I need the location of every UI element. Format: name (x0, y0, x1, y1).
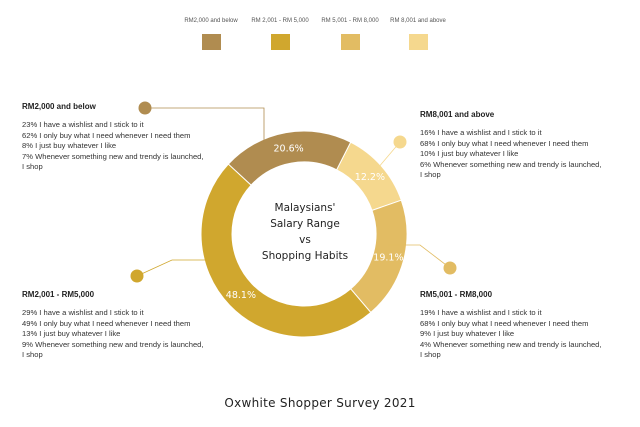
center-title-line: Salary Range (270, 218, 340, 230)
annotation-line: 13% I just buy whatever I like (22, 329, 121, 339)
legend: RM2,000 and below RM 2,001 - RM 5,000 RM… (0, 18, 640, 58)
leader-line-rm2000-below (145, 107, 265, 155)
footer-title: Oxwhite Shopper Survey 2021 (224, 396, 416, 410)
annotation-heading: RM5,001 - RM8,000 (420, 290, 493, 299)
annotation-line: I shop (420, 350, 441, 360)
legend-item-rm5001-8000: RM 5,001 - RM 8,000 (310, 18, 390, 50)
annotation-rm8001-above: RM8,001 and above 16% I have a wishlist … (420, 110, 602, 180)
value-label-rm5001-8000: 19.1% (373, 253, 403, 264)
leader-dot-rm2001-5000 (130, 269, 144, 283)
center-title-line: Malaysians' (274, 202, 336, 214)
legend-item-rm2001-5000: RM 2,001 - RM 5,000 (240, 18, 320, 50)
leader-line-rm8001-above (350, 141, 401, 176)
annotation-line: 7% Whenever something new and trendy is … (22, 151, 204, 161)
legend-label: RM 8,001 and above (390, 18, 446, 24)
annotation-line: 19% I have a wishlist and I stick to it (420, 308, 542, 318)
annotation-line: 49% I only buy what I need whenever I ne… (22, 318, 191, 328)
legend-label: RM 2,001 - RM 5,000 (251, 18, 309, 24)
leader-dot-rm2000-below (138, 101, 152, 115)
annotation-line: I shop (22, 350, 43, 360)
annotation-rm2000-below: RM2,000 and below 23% I have a wishlist … (22, 102, 204, 172)
annotation-line: 62% I only buy what I need whenever I ne… (22, 130, 191, 140)
leader-line-rm5001-8000 (388, 244, 451, 269)
annotation-rm2001-5000: RM2,001 - RM5,000 29% I have a wishlist … (22, 290, 204, 360)
legend-item-rm2000-below: RM2,000 and below (171, 18, 251, 50)
donut-slices (200, 130, 408, 338)
annotation-rm5001-8000: RM5,001 - RM8,000 19% I have a wishlist … (420, 290, 602, 360)
annotation-line: 68% I only buy what I need whenever I ne… (420, 138, 589, 148)
donut-slice-rm2001-5000 (200, 163, 372, 338)
leader-line-rm2001-5000 (136, 259, 206, 277)
annotation-line: 16% I have a wishlist and I stick to it (420, 128, 542, 138)
value-labels: 20.6% 48.1% 19.1% 12.2% (226, 143, 404, 301)
legend-swatch (408, 34, 428, 50)
annotation-line: I shop (420, 170, 441, 180)
annotation-heading: RM8,001 and above (420, 110, 495, 119)
donut-center-title: Malaysians' Salary Range vs Shopping Hab… (240, 200, 370, 264)
center-title-line: Shopping Habits (261, 250, 349, 262)
annotation-line: I shop (22, 162, 43, 172)
center-title-line: vs (299, 234, 311, 246)
leader-dot-rm8001-above (393, 135, 407, 149)
donut-slice-rm2000-below (227, 130, 352, 186)
value-label-rm2001-5000: 48.1% (226, 290, 256, 301)
value-label-rm2000-below: 20.6% (274, 143, 304, 154)
annotation-line: 4% Whenever something new and trendy is … (420, 339, 602, 349)
legend-swatch (201, 34, 221, 50)
legend-swatch (340, 34, 360, 50)
legend-item-rm8001-above: RM 8,001 and above (378, 18, 458, 50)
annotation-line: 6% Whenever something new and trendy is … (420, 159, 602, 169)
legend-label: RM 5,001 - RM 8,000 (321, 18, 379, 24)
annotation-heading: RM2,001 - RM5,000 (22, 290, 95, 299)
legend-label: RM2,000 and below (184, 18, 238, 24)
leader-dot-rm5001-8000 (443, 261, 457, 275)
value-label-rm8001-above: 12.2% (355, 172, 385, 183)
leader-lines (130, 101, 457, 283)
annotation-line: 9% Whenever something new and trendy is … (22, 339, 204, 349)
annotation-line: 23% I have a wishlist and I stick to it (22, 120, 144, 130)
annotation-line: 68% I only buy what I need whenever I ne… (420, 318, 589, 328)
annotation-line: 10% I just buy whatever I like (420, 149, 519, 159)
legend-swatch (270, 34, 290, 50)
annotation-line: 8% I just buy whatever I like (22, 141, 117, 151)
annotation-line: 29% I have a wishlist and I stick to it (22, 308, 144, 318)
annotation-heading: RM2,000 and below (22, 102, 96, 111)
annotation-line: 9% I just buy whatever I like (420, 329, 515, 339)
